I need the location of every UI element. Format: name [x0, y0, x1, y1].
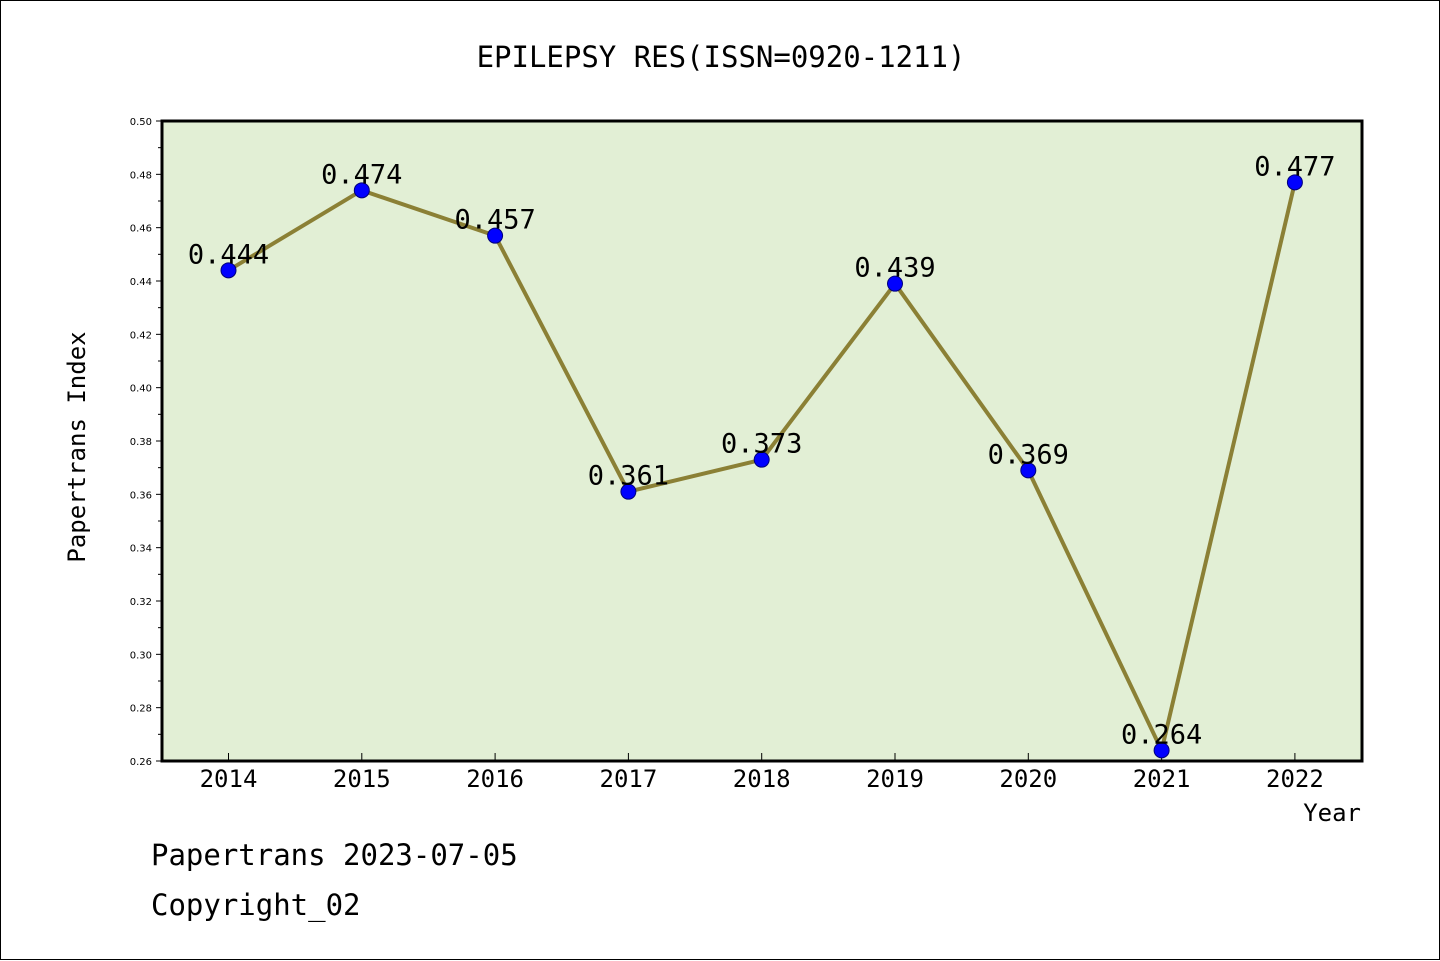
y-tick-label: 0.32 [130, 597, 152, 608]
y-tick-label: 0.40 [130, 384, 152, 395]
footer-date: Papertrans 2023-07-05 [151, 838, 518, 872]
y-axis: 0.26 0.28 0.30 0.32 0.34 0.36 0.38 0.40 0.42 0.44… [130, 117, 162, 768]
chart-title: EPILEPSY RES(ISSN=0920-1211) [477, 40, 966, 74]
y-axis-label: Papertrans Index [63, 331, 91, 562]
y-tick-label: 0.36 [130, 490, 152, 501]
y-tick-label: 0.42 [130, 330, 152, 341]
plot-border [160, 119, 1364, 763]
y-tick-label: 0.46 [130, 224, 152, 235]
x-tick-label: 2020 [999, 765, 1057, 793]
x-axis: 2014 2015 2016 2017 2018 2019 2020 2021 2022 [200, 753, 1324, 793]
data-point [620, 483, 637, 500]
data-label: 0.264 [1121, 719, 1202, 750]
data-label: 0.439 [854, 253, 935, 284]
y-tick-label: 0.50 [130, 117, 152, 128]
y-tick-label: 0.34 [130, 544, 152, 555]
series-group [220, 174, 1303, 759]
data-label: 0.373 [721, 429, 802, 460]
x-tick-label: 2022 [1266, 765, 1324, 793]
data-label: 0.444 [188, 239, 269, 270]
data-label: 0.457 [454, 205, 535, 236]
data-point [1153, 742, 1170, 759]
data-point [1020, 462, 1037, 479]
x-tick-label: 2018 [733, 765, 791, 793]
data-point [1286, 174, 1303, 191]
data-point [220, 262, 237, 279]
data-label: 0.474 [321, 159, 402, 190]
plot-area [162, 121, 1362, 761]
data-point [887, 275, 903, 292]
data-point [487, 227, 504, 244]
y-tick-label: 0.44 [130, 277, 152, 288]
y-tick-label: 0.38 [130, 437, 152, 448]
y-tick-label: 0.26 [130, 757, 152, 768]
data-label: 0.369 [988, 439, 1069, 470]
x-tick-label: 2015 [333, 765, 391, 793]
footer-copyright: Copyright_02 [151, 888, 361, 923]
data-label: 0.477 [1254, 151, 1335, 182]
x-tick-label: 2021 [1133, 765, 1191, 793]
x-tick-label: 2019 [866, 765, 924, 793]
x-axis-label: Year [1303, 799, 1361, 827]
y-tick-label: 0.48 [130, 170, 152, 181]
data-point [753, 451, 770, 468]
x-tick-label: 2014 [200, 765, 258, 793]
data-labels: 0.444 0.474 0.457 0.361 0.373 0.439 0.369 0.264… [188, 151, 1336, 750]
x-tick-label: 2016 [466, 765, 524, 793]
x-tick-label: 2017 [600, 765, 658, 793]
y-tick-label: 0.28 [130, 704, 152, 715]
y-tick-label: 0.30 [130, 650, 152, 661]
data-label: 0.361 [588, 461, 669, 492]
data-point [353, 182, 370, 199]
